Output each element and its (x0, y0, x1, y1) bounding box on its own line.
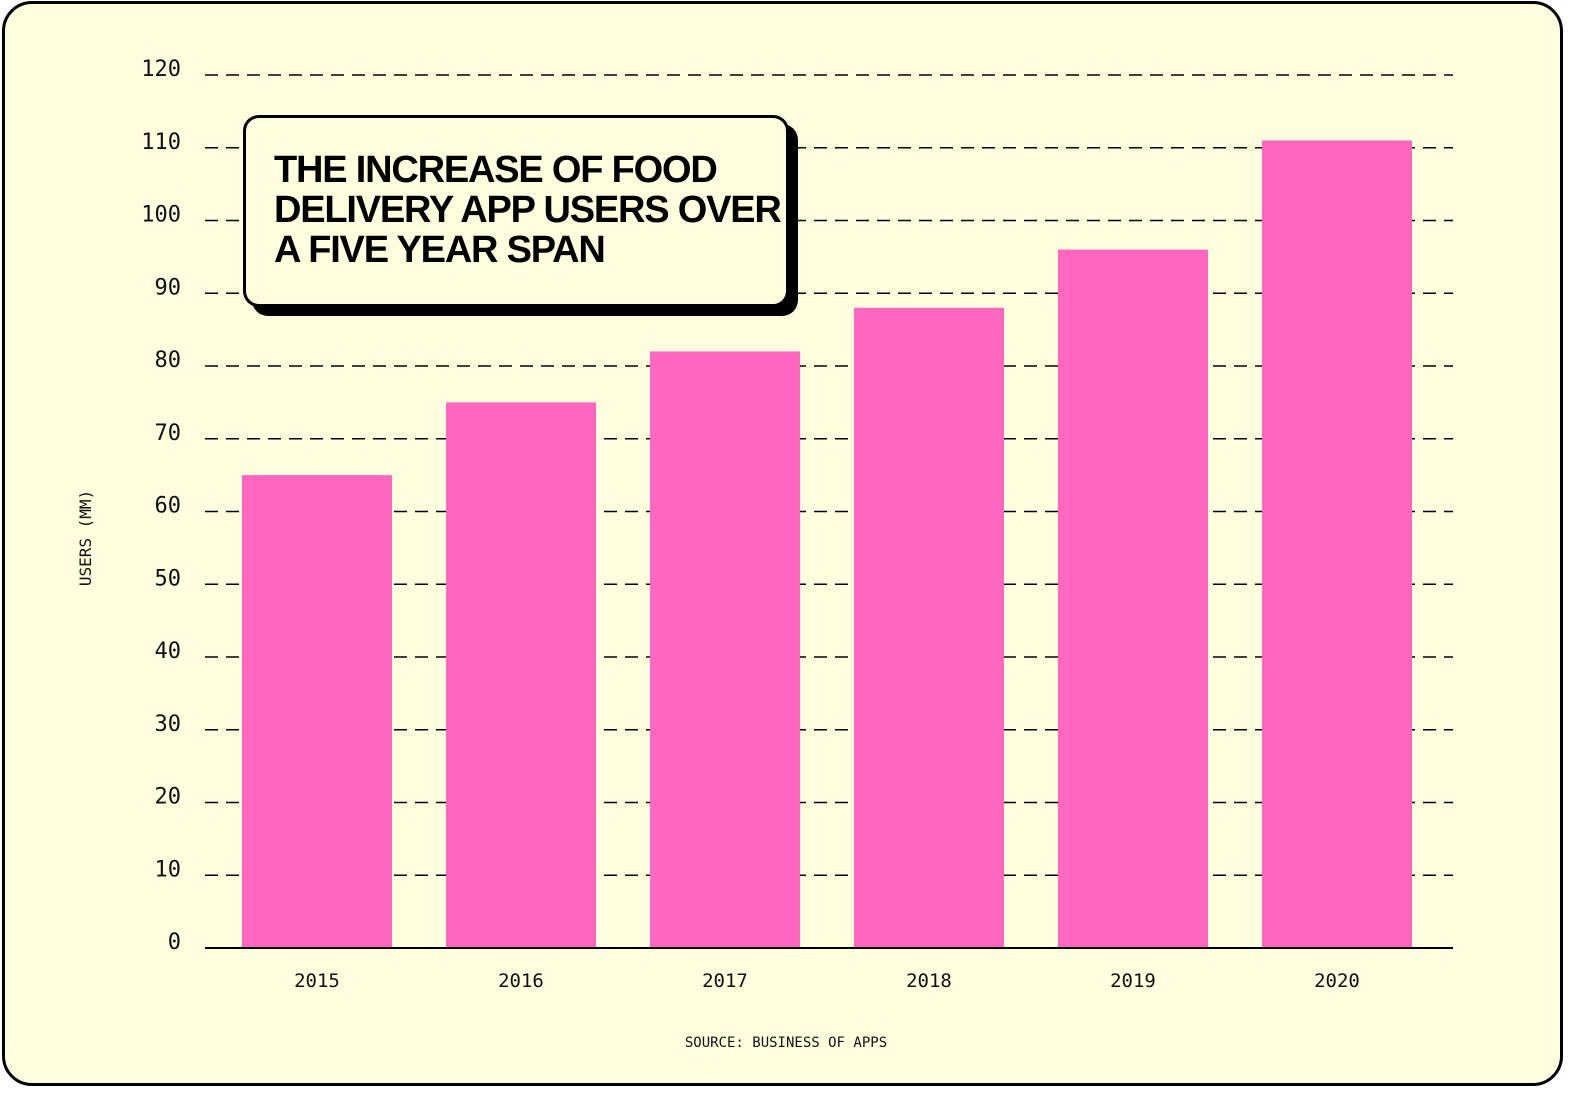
y-tick-label: 60 (155, 494, 182, 519)
bar-2015 (242, 475, 392, 948)
chart-title-box: THE INCREASE OF FOOD DELIVERY APP USERS … (243, 115, 789, 307)
x-tick-label: 2015 (294, 970, 340, 992)
y-tick-label: 30 (155, 712, 182, 737)
bar-2018 (854, 307, 1004, 948)
y-tick-labels: 0 10 20 30 40 50 60 70 80 90 100 110 120 (141, 57, 181, 955)
y-tick-label: 90 (155, 275, 182, 300)
y-tick-label: 80 (155, 348, 182, 373)
bars (242, 140, 1412, 949)
y-axis-label: USERS (MM) (76, 490, 95, 586)
x-tick-labels: 2015 2016 2017 2018 2019 2020 (294, 970, 1360, 992)
bar-2016 (446, 402, 596, 948)
y-tick-label: 100 (141, 203, 181, 228)
y-tick-label: 120 (141, 57, 181, 82)
chart-title: THE INCREASE OF FOOD DELIVERY APP USERS … (274, 149, 782, 271)
y-tick-label: 70 (155, 421, 182, 446)
bar-2017 (650, 351, 800, 948)
y-tick-label: 40 (155, 639, 182, 664)
x-tick-label: 2018 (906, 970, 952, 992)
y-tick-label: 0 (168, 930, 181, 955)
y-tick-label: 10 (155, 857, 182, 882)
source-label: SOURCE: BUSINESS OF APPS (685, 1035, 887, 1051)
y-tick-label: 50 (155, 566, 182, 591)
x-tick-label: 2016 (498, 970, 544, 992)
bar-2019 (1058, 249, 1208, 949)
bar-2020 (1262, 140, 1412, 949)
x-tick-label: 2017 (702, 970, 748, 992)
x-tick-label: 2019 (1110, 970, 1156, 992)
y-tick-label: 110 (141, 130, 181, 155)
grid-lines (205, 74, 1453, 876)
x-tick-label: 2020 (1314, 970, 1360, 992)
chart-card: 0 10 20 30 40 50 60 70 80 90 100 110 120 2015 2016 201… (2, 1, 1563, 1086)
y-tick-label: 20 (155, 785, 182, 810)
